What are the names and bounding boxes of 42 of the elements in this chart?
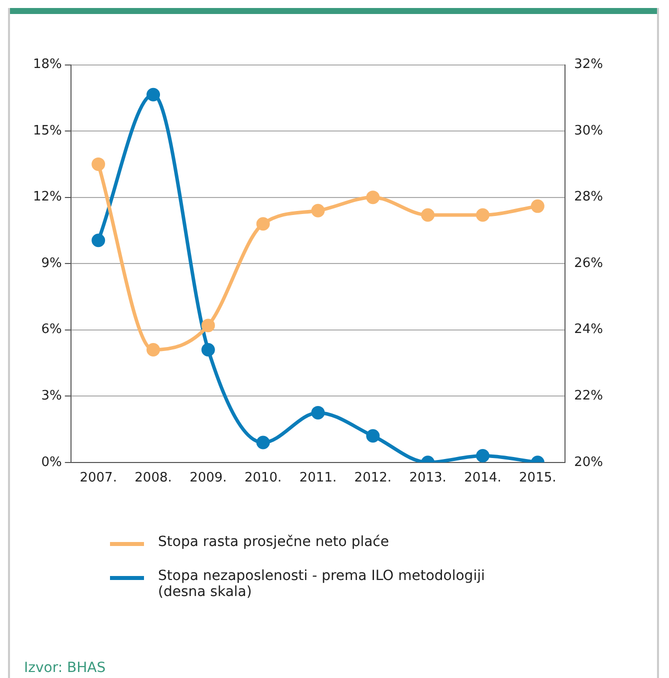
point	[256, 436, 270, 450]
x-tick-label: 2010.	[244, 470, 282, 486]
point	[530, 199, 544, 213]
y-tick-label: 3%	[41, 388, 62, 404]
legend-label: Stopa nezaposlenosti - prema ILO metodologiji (desna skala)	[158, 568, 486, 600]
point	[146, 342, 160, 356]
y2-tick-label: 22%	[574, 388, 604, 404]
y2-tick-label: 28%	[574, 190, 604, 205]
point	[476, 208, 490, 222]
y-tick-label: 18%	[32, 57, 62, 72]
x-tick-label: 2015.	[519, 470, 556, 486]
x-tick-label: 2014.	[464, 470, 502, 486]
point	[421, 208, 435, 222]
legend-label: Stopa rasta prosječne neto plaće	[158, 534, 389, 550]
point	[92, 157, 106, 171]
x-tick-label: 2009.	[190, 470, 227, 486]
y-tick-label: 0%	[41, 454, 62, 470]
x-tick-label: 2011.	[299, 470, 337, 486]
x-tick-label: 2012.	[354, 470, 392, 486]
x-tick-label: 2007.	[80, 470, 117, 486]
x-tick-label: 2008.	[134, 470, 172, 486]
point	[366, 190, 380, 204]
y-tick-label: 9%	[41, 256, 62, 271]
y2-tick-label: 26%	[574, 256, 604, 271]
point	[366, 429, 380, 443]
y-tick-label: 12%	[32, 190, 62, 205]
point	[92, 234, 106, 248]
y2-tick-label: 20%	[574, 454, 604, 470]
point	[146, 88, 160, 102]
point	[201, 318, 215, 332]
point	[311, 204, 325, 218]
point	[476, 449, 490, 462]
point	[256, 217, 270, 231]
y-tick-label: 15%	[32, 123, 62, 138]
point	[311, 406, 325, 420]
y-tick-label: 6%	[41, 322, 62, 338]
y2-tick-label: 30%	[574, 123, 604, 138]
point	[201, 342, 215, 356]
x-tick-label: 2013.	[409, 470, 446, 486]
y2-tick-label: 32%	[574, 57, 604, 72]
y2-tick-label: 24%	[574, 322, 604, 338]
text: Izvor: BHAS	[24, 660, 106, 676]
